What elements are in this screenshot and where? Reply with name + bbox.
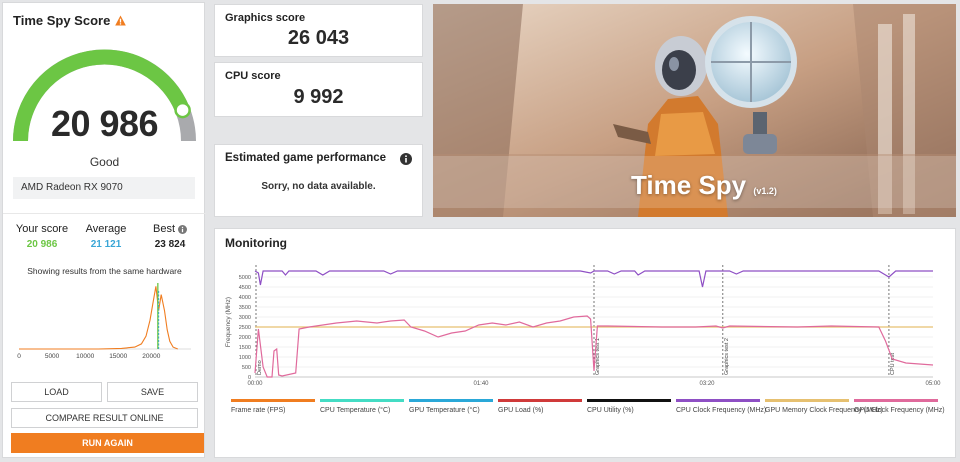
score-heading: Time Spy Score [13,13,127,28]
save-button[interactable]: SAVE [107,382,198,402]
chart-x-tick: 01:40 [473,381,489,387]
score-panel: Time Spy Score 20 986 Good AMD Radeon RX… [2,2,206,458]
legend-label: GPU Temperature (°C) [409,407,480,414]
score-gauge [13,49,196,142]
benchmark-version: (v1.2) [753,186,777,196]
chart-y-tick: 2000 [239,335,251,341]
your-score-stat: Your score 20 986 [11,223,73,250]
legend-item[interactable]: GPU Memory Clock Frequency (MHz) [765,399,883,416]
test-phase-label: CPU test [890,353,896,375]
average-stat: Average 21 121 [75,223,137,250]
histogram-x-tick: 0 [17,353,21,360]
best-stat: Best 23 824 [139,223,201,250]
histogram-distribution-line [19,286,179,350]
cpu-score-card: CPU score 9 992 [214,62,423,117]
best-label: Best [152,223,175,235]
graphics-score-card: Graphics score 26 043 [214,4,423,57]
gpu-clock-series [254,315,934,378]
legend-swatch [854,399,938,402]
histogram-x-tick: 20000 [142,353,160,360]
legend-label: GPU Load (%) [498,407,544,414]
average-value: 21 121 [90,239,122,250]
chart-y-tick: 4000 [239,295,251,301]
cpu-clock-series [254,270,933,288]
your-score-label: Your score [15,223,69,235]
legend-swatch [320,399,404,402]
chart-y-tick: 1000 [239,355,251,361]
test-phase-label: Demo [257,360,263,375]
load-button[interactable]: LOAD [11,382,102,402]
chart-y-tick: 3000 [239,315,251,321]
histogram-x-tick: 5000 [45,353,60,360]
gpu-name: AMD Radeon RX 9070 [13,177,195,199]
legend-swatch [765,399,849,402]
legend-item[interactable]: GPU Load (%) [498,399,582,416]
run-again-button[interactable]: RUN AGAIN [11,433,204,453]
legend-swatch [231,399,315,402]
average-label: Average [85,223,127,235]
graphics-score-label: Graphics score [225,12,306,24]
histogram-caption: Showing results from the same hardware [27,266,182,276]
best-label-row: Best [139,223,201,235]
cpu-score-value: 9 992 [293,86,344,108]
chart-y-tick: 3500 [239,305,251,311]
chart-y-tick: 2500 [239,325,251,331]
legend-swatch [587,399,671,402]
best-value: 23 824 [154,239,186,250]
score-distribution-chart: 0 5000 10000 15000 20000 [17,283,191,360]
benchmark-name: Time Spy [631,170,747,200]
estimated-performance-label: Estimated game performance [225,152,387,164]
test-phase-label: Graphics test 1 [595,338,601,375]
chart-y-tick: 0 [248,375,251,381]
compare-online-button[interactable]: COMPARE RESULT ONLINE [11,408,198,428]
monitoring-panel: Monitoring 0 500 1000 1500 2000 2500 3000 3500 4… [214,228,956,458]
histogram-x-tick: 15000 [109,353,127,360]
test-phase-label: Graphics test 2 [724,338,730,375]
legend-item[interactable]: Frame rate (FPS) [231,399,315,416]
info-icon[interactable] [178,224,187,234]
legend-item[interactable]: CPU Utility (%) [587,399,671,416]
overall-score: 20 986 [50,103,159,144]
legend-label: CPU Utility (%) [587,407,634,414]
legend-item[interactable]: CPU Temperature (°C) [320,399,404,416]
histogram-x-tick: 10000 [76,353,94,360]
estimated-performance-card: Estimated game performance Sorry, no dat… [214,144,423,217]
chart-y-tick: 4500 [239,285,251,291]
chart-x-tick: 03:20 [699,381,715,387]
legend-label: GPU Memory Clock Frequency (MHz) [765,407,883,414]
benchmark-title: Time Spy (v1.2) [631,170,777,201]
legend-label: CPU Clock Frequency (MHz) [676,407,767,414]
score-comparison: Your score 20 986 Average 21 121 Best 23… [3,213,206,253]
cpu-score-label: CPU score [225,70,281,82]
monitoring-chart: 0 500 1000 1500 2000 2500 3000 3500 4000 4500 5000… [225,265,941,387]
chart-y-tick: 1500 [239,345,251,351]
chart-y-axis-label: Frequency (MHz) [225,297,232,347]
chart-x-tick: 00:00 [247,381,263,387]
gauge-knob [174,101,191,119]
legend-label: Frame rate (FPS) [231,407,286,414]
legend-label: CPU Temperature (°C) [320,407,391,414]
chart-x-tick: 05:00 [925,381,941,387]
score-rating: Good [89,155,120,169]
info-icon[interactable] [400,153,412,165]
score-title: Time Spy Score [13,13,111,28]
legend-swatch [498,399,582,402]
legend-label: GPU Clock Frequency (MHz) [854,407,945,414]
benchmark-banner: Time Spy (v1.2) [433,4,956,217]
legend-swatch [409,399,493,402]
monitoring-title: Monitoring [225,236,287,250]
legend-item[interactable]: CPU Clock Frequency (MHz) [676,399,766,416]
estimated-performance-message: Sorry, no data available. [261,181,376,192]
legend-item[interactable]: GPU Clock Frequency (MHz) [854,399,945,416]
graphics-score-value: 26 043 [287,27,350,49]
warning-icon[interactable] [115,15,127,26]
time-spy-artwork [433,4,956,217]
legend-item[interactable]: GPU Temperature (°C) [409,399,493,416]
chart-y-tick: 500 [242,365,251,371]
gauge-fill [13,49,190,142]
legend-swatch [676,399,760,402]
chart-y-tick: 5000 [239,275,251,281]
your-score-value: 20 986 [26,239,58,250]
